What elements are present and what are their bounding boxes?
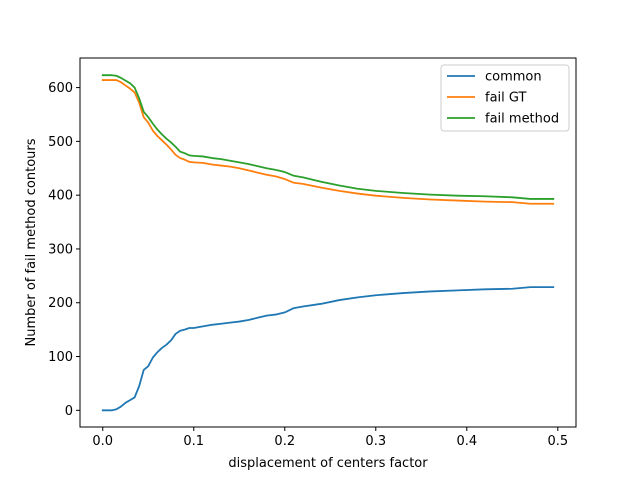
y-tick-label: 600 bbox=[48, 81, 73, 96]
x-tick-label: 0.1 bbox=[183, 434, 204, 449]
y-axis-label: Number of fail method contours bbox=[24, 138, 39, 346]
y-tick-label: 300 bbox=[48, 242, 73, 257]
legend-label: fail method bbox=[485, 112, 559, 127]
y-tick-label: 500 bbox=[48, 135, 73, 150]
legend-items: common fail GT fail method bbox=[447, 70, 559, 127]
y-tick-label: 100 bbox=[48, 350, 73, 365]
series-line-common bbox=[101, 286, 555, 412]
axes-frame bbox=[79, 57, 577, 428]
series-line-fail-method bbox=[101, 74, 555, 200]
x-tick-label: 0.4 bbox=[456, 434, 477, 449]
x-tick-label: 0.3 bbox=[365, 434, 386, 449]
legend-box bbox=[440, 64, 570, 132]
x-tick-label: 0.0 bbox=[92, 434, 113, 449]
x-tick-label: 0.2 bbox=[274, 434, 295, 449]
x-tick-label: 0.5 bbox=[547, 434, 568, 449]
plot-area bbox=[101, 74, 555, 412]
series-line-fail-gt bbox=[101, 79, 555, 205]
legend: common fail GT fail method bbox=[440, 64, 570, 132]
y-tick-label: 400 bbox=[48, 189, 73, 204]
legend-label: common bbox=[485, 70, 542, 85]
y-tick-label: 0 bbox=[65, 404, 73, 419]
y-tick-label: 200 bbox=[48, 296, 73, 311]
x-axis-label: displacement of centers factor bbox=[228, 456, 428, 471]
legend-label: fail GT bbox=[485, 91, 527, 106]
ticks: 0.0 0.1 0.2 0.3 0.4 0.5 0 100 200 300 400 500 600 bbox=[48, 81, 568, 449]
